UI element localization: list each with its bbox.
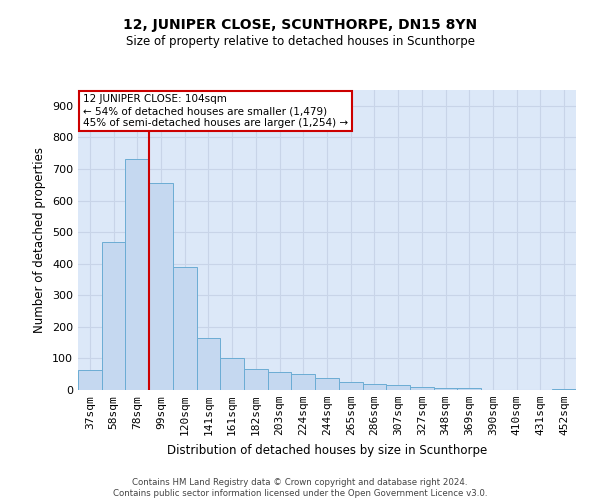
Bar	[552, 388, 576, 390]
X-axis label: Distribution of detached houses by size in Scunthorpe: Distribution of detached houses by size …	[167, 444, 487, 456]
Bar	[197, 338, 220, 390]
Bar	[457, 388, 481, 390]
Text: 12 JUNIPER CLOSE: 104sqm
← 54% of detached houses are smaller (1,479)
45% of sem: 12 JUNIPER CLOSE: 104sqm ← 54% of detach…	[83, 94, 348, 128]
Bar	[102, 242, 125, 390]
Bar	[315, 378, 339, 390]
Bar	[268, 372, 292, 390]
Bar	[292, 374, 315, 390]
Bar	[149, 183, 173, 390]
Text: Size of property relative to detached houses in Scunthorpe: Size of property relative to detached ho…	[125, 35, 475, 48]
Bar	[386, 386, 410, 390]
Text: Contains HM Land Registry data © Crown copyright and database right 2024.
Contai: Contains HM Land Registry data © Crown c…	[113, 478, 487, 498]
Bar	[173, 267, 197, 390]
Y-axis label: Number of detached properties: Number of detached properties	[34, 147, 46, 333]
Bar	[362, 384, 386, 390]
Bar	[244, 370, 268, 390]
Bar	[434, 388, 457, 390]
Bar	[125, 160, 149, 390]
Bar	[78, 370, 102, 390]
Bar	[410, 387, 434, 390]
Text: 12, JUNIPER CLOSE, SCUNTHORPE, DN15 8YN: 12, JUNIPER CLOSE, SCUNTHORPE, DN15 8YN	[123, 18, 477, 32]
Bar	[220, 358, 244, 390]
Bar	[339, 382, 362, 390]
